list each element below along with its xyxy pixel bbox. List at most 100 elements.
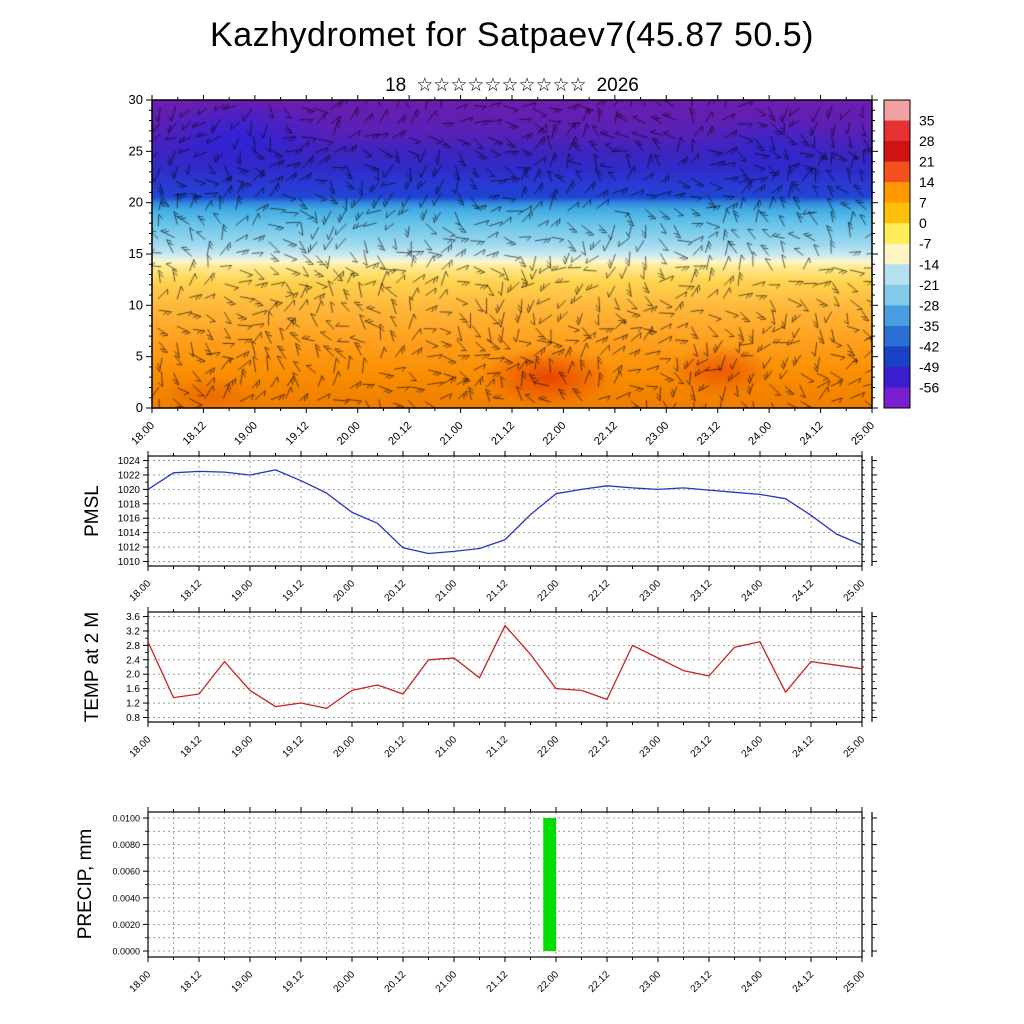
- temp_2m-xtick-label: 25.00: [842, 734, 868, 760]
- temp_2m-xtick-label: 19.00: [230, 734, 256, 760]
- colorbar-label: -56: [919, 379, 939, 395]
- pmsl-xtick-label: 18.00: [128, 578, 154, 604]
- pmsl-xtick-label: 21.12: [485, 578, 511, 604]
- colorbar-label: 28: [919, 133, 935, 149]
- precip-bar: [543, 817, 556, 952]
- heatmap-xtick-label: 18.00: [129, 420, 157, 448]
- precip-xtick-label: 23.12: [689, 969, 715, 995]
- temp_2m-xtick-label: 18.12: [179, 734, 205, 760]
- temp_2m-ytick-label: 1.6: [126, 684, 140, 695]
- precip-xtick-label: 18.12: [179, 969, 205, 995]
- colorbar-segment: [884, 325, 910, 347]
- pmsl-ytick-label: 1010: [118, 557, 141, 568]
- colorbar-label: -28: [919, 297, 939, 313]
- colorbar-segment: [884, 305, 910, 327]
- heatmap-xtick-label: 22.12: [592, 420, 620, 448]
- temp_2m-ytick-label: 2.8: [126, 641, 140, 652]
- temp_2m-ytick-label: 2.4: [126, 655, 140, 666]
- wind-barbs-layer: [152, 100, 872, 408]
- colorbar-segment: [884, 243, 910, 265]
- temp_2m-ytick-label: 0.8: [126, 713, 140, 724]
- heatmap-xtick-label: 25.00: [849, 420, 877, 448]
- temp_2m-xtick-label: 18.00: [128, 734, 154, 760]
- precip-ytick-label: 0.0000: [112, 947, 140, 957]
- pmsl-xtick-label: 20.00: [332, 578, 358, 604]
- heatmap-xtick-label: 21.12: [489, 420, 517, 448]
- temp_2m-xtick-label: 22.00: [536, 734, 562, 760]
- colorbar-label: 14: [919, 174, 935, 190]
- temp_2m-ytick-label: 1.2: [126, 699, 140, 710]
- heatmap-xtick-label: 19.12: [283, 420, 311, 448]
- precip-xtick-label: 24.00: [740, 969, 766, 995]
- subtitle-year: 2026: [596, 75, 639, 96]
- precip-xtick-label: 18.00: [128, 969, 154, 995]
- colorbar-label: 7: [919, 195, 927, 211]
- pmsl-xtick-label: 24.00: [740, 578, 766, 604]
- temp_2m-ytick-label: 2.0: [126, 670, 140, 681]
- precip-ytick-label: 0.0080: [112, 840, 140, 850]
- pmsl-xtick-label: 18.12: [179, 578, 205, 604]
- temp_2m-xtick-label: 24.00: [740, 734, 766, 760]
- pmsl-xtick-label: 21.00: [434, 578, 460, 604]
- temp_2m-xtick-label: 24.12: [791, 734, 817, 760]
- temp_2m-xtick-label: 23.00: [638, 734, 664, 760]
- precip-xtick-label: 19.00: [230, 969, 256, 995]
- heatmap-ytick-label: 30: [129, 92, 143, 107]
- colorbar-label: -35: [919, 318, 939, 334]
- colorbar-segment: [884, 161, 910, 183]
- pmsl-xtick-label: 20.12: [383, 578, 409, 604]
- colorbar-frame: [883, 99, 911, 409]
- subtitle-day: 18: [385, 75, 407, 96]
- pmsl-ytick-label: 1018: [118, 499, 141, 510]
- colorbar-segment: [884, 100, 910, 122]
- page-title: Kazhydromet for Satpaev7(45.87 50.5): [210, 16, 814, 54]
- colorbar-segment: [884, 366, 910, 388]
- colorbar-segment: [884, 264, 910, 286]
- temp_2m-xtick-label: 19.12: [281, 734, 307, 760]
- subtitle-stars-icon: ☆☆☆☆☆☆☆☆☆☆: [416, 75, 587, 96]
- colorbar-segment: [884, 284, 910, 306]
- colorbar-label: 35: [919, 113, 935, 129]
- precip-xtick-label: 21.12: [485, 969, 511, 995]
- colorbar-label: 0: [919, 215, 927, 231]
- colorbar-segment: [884, 120, 910, 142]
- pmsl-ytick-label: 1016: [118, 514, 141, 525]
- colorbar-segment: [884, 141, 910, 163]
- colorbar-label: -7: [919, 236, 932, 252]
- precip-xtick-label: 20.00: [332, 969, 358, 995]
- colorbar-label: -49: [919, 359, 939, 375]
- heatmap-frame: [151, 99, 873, 409]
- heatmap-xtick-label: 19.00: [232, 420, 260, 448]
- heatmap-xtick-label: 21.00: [438, 420, 466, 448]
- colorbar-segment: [884, 346, 910, 368]
- heatmap-ytick-label: 0: [136, 400, 143, 415]
- pmsl-series-line: [147, 469, 863, 555]
- pmsl-ytick-label: 1024: [118, 456, 141, 467]
- pmsl-xtick-label: 19.12: [281, 578, 307, 604]
- heatmap-xtick-label: 18.12: [181, 420, 209, 448]
- precip-xtick-label: 24.12: [791, 969, 817, 995]
- precip-ytick-label: 0.0020: [112, 920, 140, 930]
- pmsl-xtick-label: 23.00: [638, 578, 664, 604]
- precip-xtick-label: 20.12: [383, 969, 409, 995]
- temp_2m-xtick-label: 20.00: [332, 734, 358, 760]
- precip-xtick-label: 25.00: [842, 969, 868, 995]
- temp_2m-xtick-label: 20.12: [383, 734, 409, 760]
- pmsl-xtick-label: 22.00: [536, 578, 562, 604]
- precip-xtick-label: 19.12: [281, 969, 307, 995]
- heatmap-ytick-label: 10: [129, 297, 143, 312]
- precip-xtick-label: 22.12: [587, 969, 613, 995]
- pmsl-xtick-label: 19.00: [230, 578, 256, 604]
- heatmap-xtick-label: 22.00: [541, 420, 569, 448]
- colorbar-label: -21: [919, 277, 939, 293]
- pmsl-ytick-label: 1022: [118, 470, 141, 481]
- colorbar-label: 21: [919, 154, 935, 170]
- pmsl-ytick-label: 1012: [118, 543, 141, 554]
- precip-xtick-label: 21.00: [434, 969, 460, 995]
- colorbar-segment: [884, 223, 910, 245]
- temp_2m-ytick-label: 3.6: [126, 612, 140, 623]
- temp_2m-series-line: [147, 624, 863, 710]
- pmsl-xtick-label: 25.00: [842, 578, 868, 604]
- precip-xtick-label: 23.00: [638, 969, 664, 995]
